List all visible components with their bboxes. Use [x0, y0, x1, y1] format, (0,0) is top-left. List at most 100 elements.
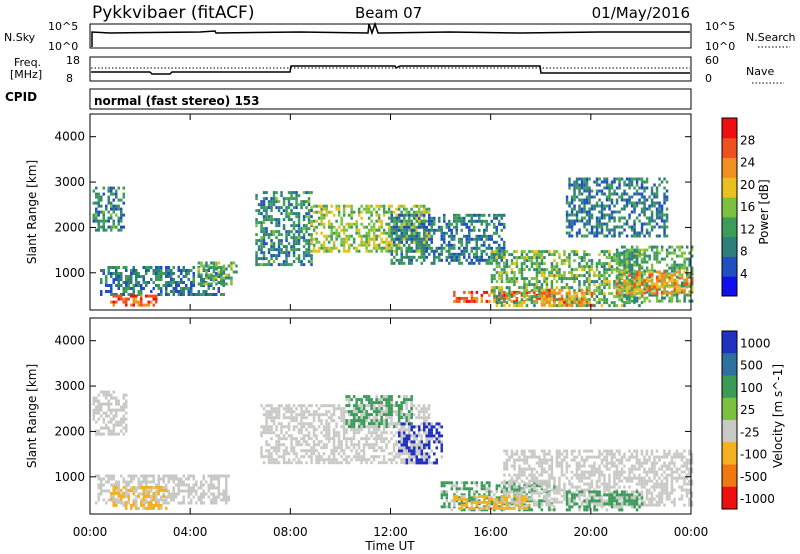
power-cell-10: [683, 299, 686, 303]
power-cell-6: [445, 231, 448, 235]
velocity-cell-5: [403, 449, 406, 453]
power-cell-5: [370, 225, 373, 229]
power-cell-12: [655, 216, 659, 220]
power-cell-5: [317, 216, 321, 220]
velocity-cell-0: [95, 411, 98, 415]
power-cell-2: [137, 300, 140, 304]
velocity-cell-3: [307, 443, 311, 447]
power-cell-1: [170, 272, 173, 275]
velocity-cell-3: [425, 431, 428, 435]
velocity-cell-3: [285, 431, 288, 435]
power-cell-8: [578, 286, 581, 290]
power-cell-3: [222, 267, 226, 271]
velocity-cell-5: [415, 437, 418, 441]
power-cell-8: [490, 256, 494, 260]
velocity-cell-2: [137, 494, 140, 498]
power-cell-10: [690, 254, 694, 258]
freq-right-tick-bottom: 0: [705, 72, 712, 85]
power-cell-5: [325, 249, 328, 253]
power-cell-12: [595, 204, 599, 208]
velocity-cell-3: [290, 407, 293, 411]
velocity-cell-5: [415, 443, 418, 447]
power-cell-11: [625, 279, 629, 283]
power-cell-7: [470, 293, 474, 297]
power-cell-5: [385, 249, 388, 253]
velocity-cell-3: [317, 413, 321, 417]
velocity-cell-0: [122, 432, 125, 436]
power-cell-6: [463, 219, 466, 223]
power-cell-8: [588, 253, 591, 257]
velocity-cell-3: [315, 437, 318, 441]
power-cell-5: [382, 207, 386, 211]
velocity-cell-3: [327, 455, 331, 459]
velocity-cell-3: [425, 416, 428, 420]
power-cell-1: [115, 269, 118, 272]
velocity-cell-1: [157, 474, 160, 478]
power-cell-9: [585, 288, 589, 292]
power-cell-5: [365, 243, 368, 247]
power-cell-12: [615, 177, 619, 181]
power-cell-12: [588, 177, 591, 181]
power-cell-8: [575, 274, 579, 278]
velocity-cell-0: [110, 402, 113, 406]
power-cell-4: [282, 251, 286, 255]
power-cell-10: [625, 296, 629, 300]
power-cell-12: [643, 189, 646, 193]
power-cell-12: [608, 204, 611, 208]
power-cell-5: [312, 246, 316, 250]
power-cell-1: [167, 281, 170, 284]
power-cell-0: [97, 225, 100, 229]
power-cell-8: [583, 253, 586, 257]
power-cell-12: [580, 219, 584, 223]
power-cell-12: [643, 198, 646, 202]
power-cell-4: [302, 227, 306, 231]
velocity-cell-1: [190, 498, 193, 502]
power-cell-4: [285, 212, 288, 216]
velocity-cell-5: [408, 425, 411, 429]
velocity-cell-4: [347, 401, 351, 405]
power-cell-8: [565, 283, 569, 287]
power-cell-8: [568, 271, 571, 275]
power-cell-5: [372, 234, 376, 238]
velocity-cell-3: [342, 434, 346, 438]
velocity-cell-2: [132, 491, 135, 495]
power-cell-8: [513, 256, 516, 260]
power-cell-0: [95, 210, 98, 214]
velocity-cell-3: [422, 410, 426, 414]
power-cell-5: [325, 234, 328, 238]
power-cell-1: [122, 281, 125, 284]
power-cell-8: [560, 259, 564, 263]
velocity-cell-0: [105, 390, 108, 394]
power-cell-12: [610, 234, 614, 238]
power-cell-4: [305, 191, 308, 195]
power-cell-0: [97, 228, 100, 232]
velocity-cell-0: [105, 414, 108, 418]
power-cell-12: [660, 210, 664, 214]
power-cell-12: [615, 225, 619, 229]
power-cell-6: [450, 234, 453, 238]
power-cell-8: [510, 277, 514, 281]
power-cell-8: [533, 250, 536, 254]
power-cell-8: [558, 277, 561, 281]
velocity-cell-3: [375, 440, 378, 444]
velocity-cell-2: [120, 497, 123, 501]
power-cell-10: [645, 284, 649, 288]
velocity-cell-0: [100, 408, 103, 412]
power-cell-5: [395, 231, 398, 235]
power-cell-10: [683, 293, 686, 297]
power-cell-12: [600, 222, 604, 226]
power-cell-12: [660, 216, 664, 220]
power-cell-12: [600, 213, 604, 217]
power-cell-11: [635, 276, 639, 280]
power-cell-6: [475, 246, 478, 250]
power-cell-4: [272, 233, 276, 237]
power-cell-5: [407, 222, 411, 226]
power-cell-11: [685, 276, 689, 280]
power-cell-12: [580, 177, 584, 181]
velocity-cell-4: [357, 425, 361, 429]
power-cell-6: [483, 234, 486, 238]
power-cell-1: [180, 269, 183, 272]
power-cell-12: [650, 189, 654, 193]
velocity-cell-0: [112, 414, 115, 418]
velocity-cell-3: [387, 458, 391, 462]
